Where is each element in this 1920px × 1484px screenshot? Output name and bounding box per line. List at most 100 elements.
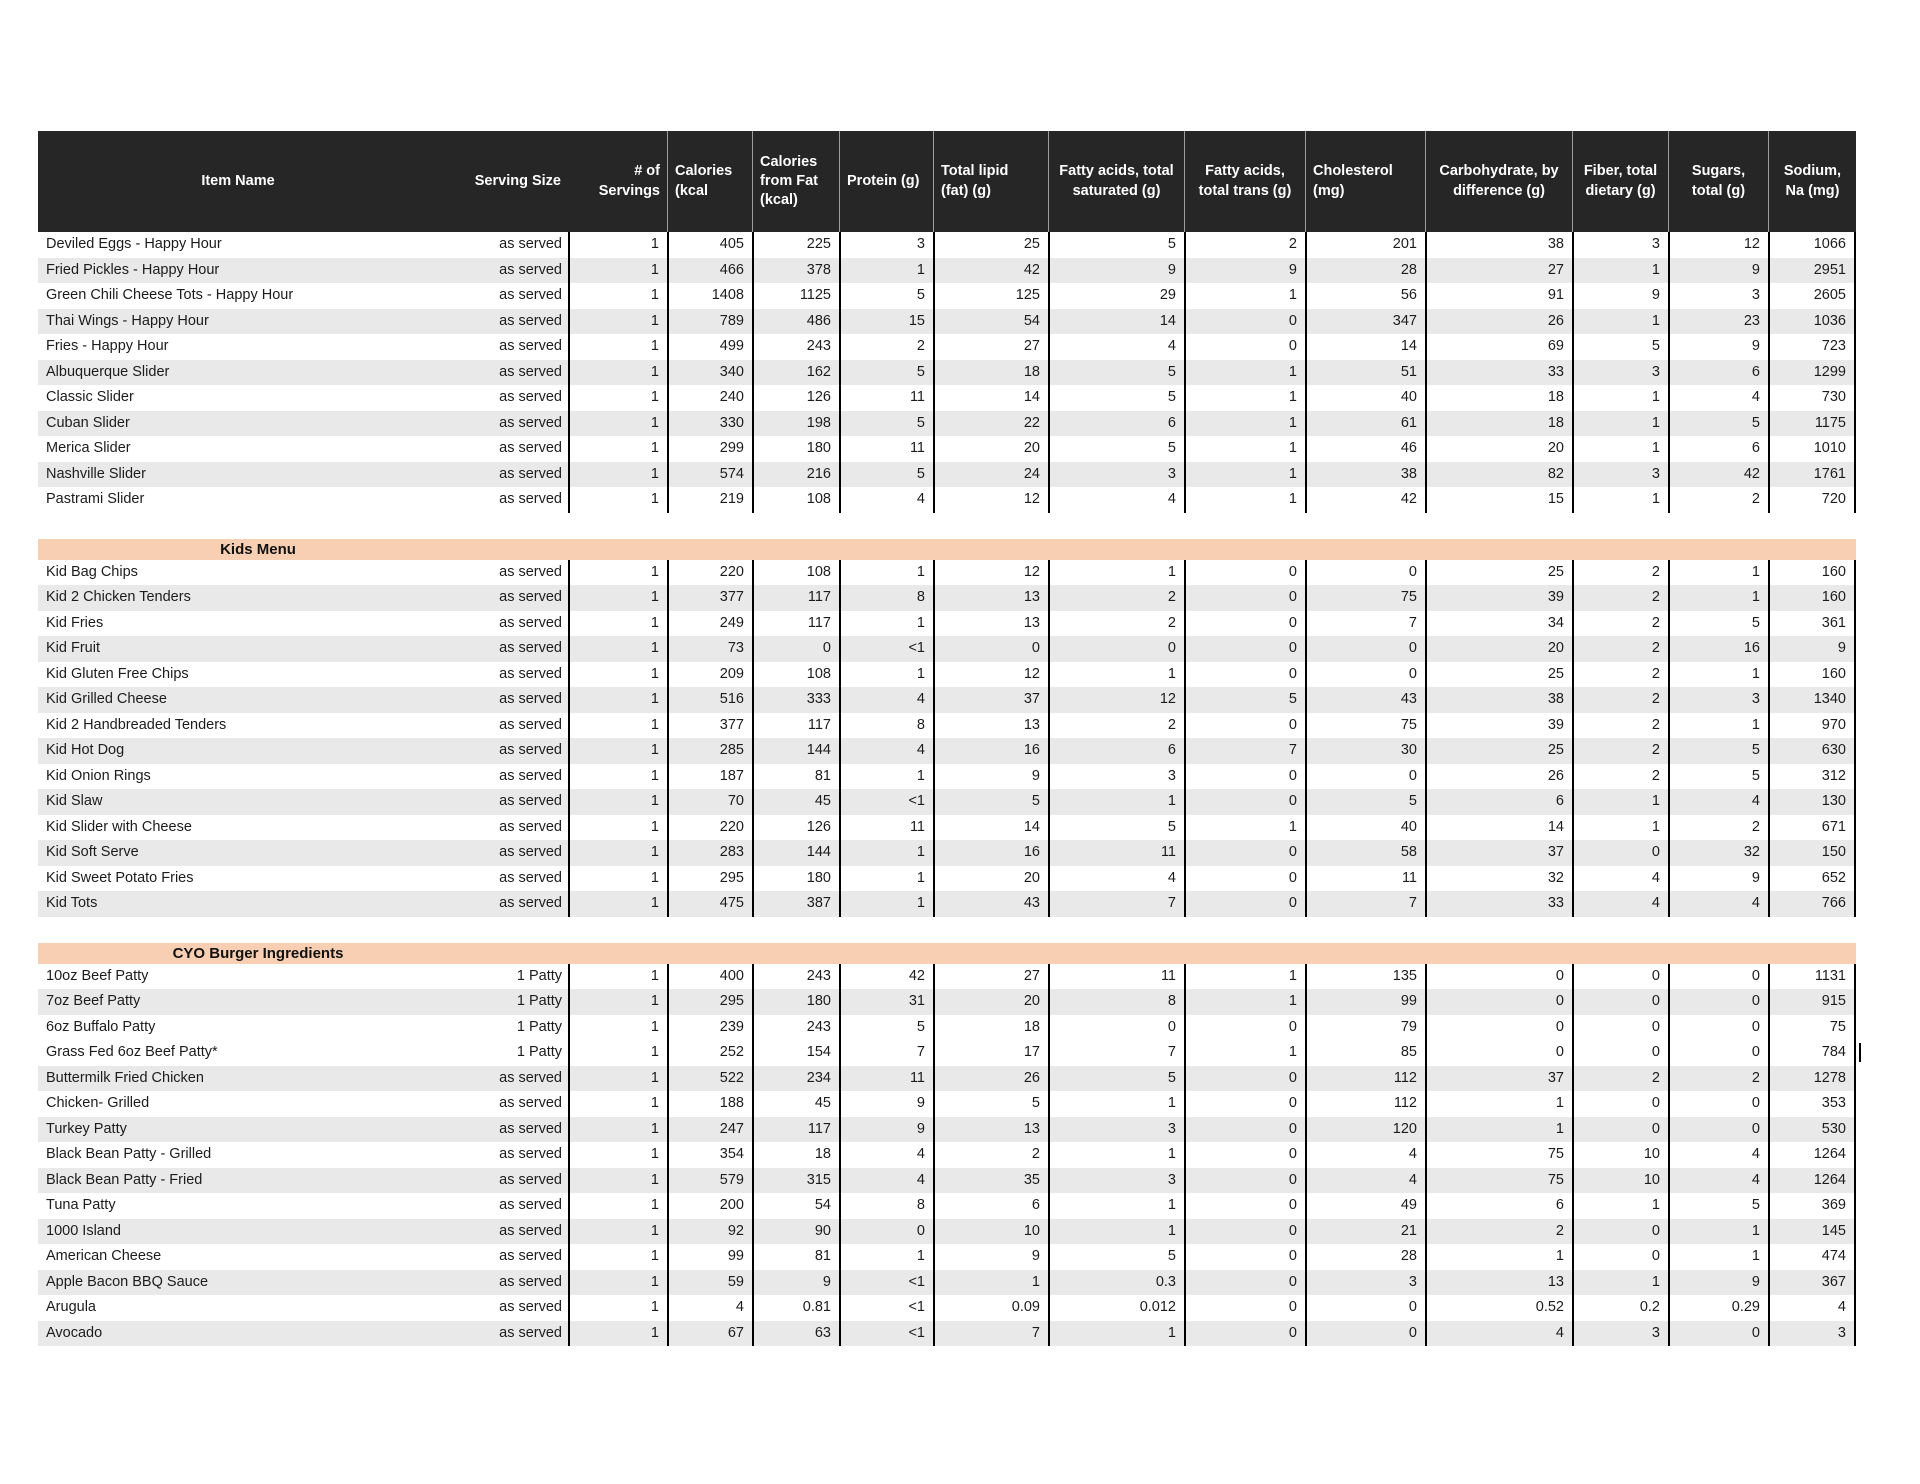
value-cell: 1 (568, 610, 667, 636)
value-cell: 31 (839, 989, 933, 1015)
serving-size-cell: as served (499, 1273, 562, 1290)
value-cell: 9 (1048, 257, 1184, 283)
value-cell: 188 (667, 1091, 752, 1117)
col-header-calories: Calories (kcal (667, 131, 752, 232)
value-cell: 0.52 (1425, 1295, 1572, 1321)
value-cell: 0 (1572, 963, 1668, 989)
table-header-row: Item Name Serving Size # of Servings Cal… (38, 131, 1856, 232)
section-title: CYO Burger Ingredients (172, 944, 344, 962)
value-cell: 40 (1305, 814, 1425, 840)
table-row: American Cheese as served 1 99 81 1 9 5 0 28 1 0 1 47… (38, 1244, 1856, 1270)
value-cell: 180 (752, 865, 839, 891)
table-row: Albuquerque Slider as served 1 340 162 5 18 5 1 5… (38, 359, 1856, 385)
value-cell: 2 (1668, 814, 1768, 840)
value-cell: 1 (568, 232, 667, 258)
value-cell: 40 (1305, 385, 1425, 411)
value-cell: 4 (839, 738, 933, 764)
value-cell: 0 (1184, 1091, 1305, 1117)
value-cell: 1 (1184, 461, 1305, 487)
value-cell: 32 (1668, 840, 1768, 866)
value-cell: 1 (1048, 1193, 1184, 1219)
serving-size-cell: as served (499, 1222, 562, 1239)
table-row: Cuban Slider as served 1 330 198 5 22 6 1 61 18 1 5 1… (38, 410, 1856, 436)
value-cell: 1 (839, 865, 933, 891)
value-cell: 22 (933, 410, 1048, 436)
item-name-cell: Kid Fruit (46, 640, 100, 656)
value-cell: 378 (752, 257, 839, 283)
value-cell: 1 (568, 989, 667, 1015)
value-cell: 150 (1768, 840, 1856, 866)
value-cell: 0 (1184, 1218, 1305, 1244)
value-cell: 5 (839, 1014, 933, 1040)
value-cell: 4 (1668, 789, 1768, 815)
value-cell: 18 (933, 1014, 1048, 1040)
value-cell: 1 (568, 840, 667, 866)
value-cell: 1 (839, 257, 933, 283)
value-cell: 14 (1305, 334, 1425, 360)
value-cell: 0 (1572, 1014, 1668, 1040)
serving-size-cell: as served (499, 389, 562, 405)
value-cell: 2 (1572, 738, 1668, 764)
table-row: Apple Bacon BBQ Sauce as served 1 59 9 <1 1 0.3… (38, 1269, 1856, 1295)
value-cell: 6 (1425, 1193, 1572, 1219)
text-cursor (1859, 1043, 1861, 1062)
value-cell: 5 (1048, 436, 1184, 462)
value-cell: 295 (667, 989, 752, 1015)
table-row: Chicken- Grilled as served 1 188 45 9 5 1 0 112 1 0… (38, 1091, 1856, 1117)
value-cell: 0 (1184, 840, 1305, 866)
serving-size-cell: as served (499, 1146, 562, 1162)
section-band: CYO Burger Ingredients (38, 942, 1856, 964)
value-cell: 25 (933, 232, 1048, 258)
value-cell: 1 (839, 559, 933, 585)
value-cell: 4 (1572, 891, 1668, 917)
table-body: Deviled Eggs - Happy Hour as served 1 405 22… (38, 232, 1861, 1346)
value-cell: 5 (1668, 1193, 1768, 1219)
value-cell: 1 (1184, 283, 1305, 309)
value-cell: 1 (1572, 1193, 1668, 1219)
value-cell: 26 (933, 1065, 1048, 1091)
value-cell: 3 (1572, 1320, 1668, 1346)
value-cell: 1278 (1768, 1065, 1856, 1091)
value-cell: 1 (1668, 559, 1768, 585)
value-cell: 784 (1768, 1040, 1856, 1066)
value-cell: 354 (667, 1142, 752, 1168)
value-cell: 1 (568, 636, 667, 662)
value-cell: 13 (933, 1116, 1048, 1142)
value-cell: 5 (839, 461, 933, 487)
value-cell: 0 (1048, 1014, 1184, 1040)
value-cell: 4 (839, 1142, 933, 1168)
value-cell: 16 (933, 738, 1048, 764)
value-cell: 145 (1768, 1218, 1856, 1244)
value-cell: 4 (1768, 1295, 1856, 1321)
table-row: Kid Soft Serve as served 1 283 144 1 16 11 0 58 37… (38, 840, 1856, 866)
value-cell: 18 (933, 359, 1048, 385)
value-cell: 3 (1668, 687, 1768, 713)
item-name-cell: 10oz Beef Patty (46, 967, 149, 984)
value-cell: 0 (1572, 1218, 1668, 1244)
value-cell: 1 (1572, 436, 1668, 462)
serving-size-cell: as served (499, 465, 562, 482)
value-cell: 20 (933, 989, 1048, 1015)
value-cell: 1 (568, 1116, 667, 1142)
value-cell: 0 (1184, 334, 1305, 360)
value-cell: 126 (752, 385, 839, 411)
table-row: 7oz Beef Patty 1 Patty 1 295 180 31 20 8 1 99 0 0 0 9… (38, 989, 1856, 1015)
value-cell: 1 (839, 1244, 933, 1270)
table-row: Thai Wings - Happy Hour as served 1 789 486 1… (38, 308, 1856, 334)
value-cell: 58 (1305, 840, 1425, 866)
item-name-cell: Kid Fries (46, 614, 104, 631)
value-cell: 1 (1425, 1116, 1572, 1142)
col-header-sodium: Sodium, Na (mg) (1768, 131, 1856, 232)
value-cell: 75 (1425, 1142, 1572, 1168)
value-cell: 20 (1425, 636, 1572, 662)
value-cell: 198 (752, 410, 839, 436)
value-cell: 1 (568, 1040, 667, 1066)
value-cell: 0 (1305, 636, 1425, 662)
table-row: Classic Slider as served 1 240 126 11 14 5 1 40 18… (38, 385, 1856, 411)
value-cell: 4 (1048, 865, 1184, 891)
serving-size-cell: as served (499, 1248, 562, 1264)
value-cell: 1131 (1768, 963, 1856, 989)
value-cell: 1 (1184, 385, 1305, 411)
value-cell: 4 (1048, 487, 1184, 513)
item-name-cell: Kid Onion Rings (46, 767, 151, 784)
